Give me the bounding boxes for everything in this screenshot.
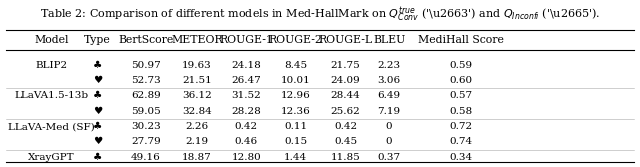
Text: 0.34: 0.34: [449, 153, 472, 162]
Text: 0.15: 0.15: [284, 137, 307, 146]
Text: BertScore: BertScore: [118, 35, 173, 45]
Text: 0.59: 0.59: [449, 61, 472, 70]
Text: 12.36: 12.36: [281, 107, 310, 116]
Text: 62.89: 62.89: [131, 91, 161, 100]
Text: 0.46: 0.46: [235, 137, 258, 146]
Text: 0: 0: [386, 137, 392, 146]
Text: 49.16: 49.16: [131, 153, 161, 162]
Text: 1.44: 1.44: [284, 153, 307, 162]
Text: Table 2: Comparison of different models in Med-HallMark on $Q_{Conv}^{true}$ ('\: Table 2: Comparison of different models …: [40, 5, 600, 24]
Text: MediHall Score: MediHall Score: [418, 35, 504, 45]
Text: 36.12: 36.12: [182, 91, 212, 100]
Text: ♥: ♥: [93, 76, 102, 85]
Text: 11.85: 11.85: [331, 153, 360, 162]
Text: 0.57: 0.57: [449, 91, 472, 100]
Text: 10.01: 10.01: [281, 76, 310, 85]
Text: 0.72: 0.72: [449, 122, 472, 131]
Text: 27.79: 27.79: [131, 137, 161, 146]
Text: ♣: ♣: [93, 153, 102, 162]
Text: 32.84: 32.84: [182, 107, 212, 116]
Text: 59.05: 59.05: [131, 107, 161, 116]
Text: 31.52: 31.52: [232, 91, 261, 100]
Text: 0.45: 0.45: [334, 137, 357, 146]
Text: ♣: ♣: [93, 122, 102, 131]
Text: 0.74: 0.74: [449, 137, 472, 146]
Text: ROUGE-2: ROUGE-2: [269, 35, 323, 45]
Text: 26.47: 26.47: [232, 76, 261, 85]
Text: 28.44: 28.44: [331, 91, 360, 100]
Text: 2.26: 2.26: [186, 122, 209, 131]
Text: 0.60: 0.60: [449, 76, 472, 85]
Text: BLIP2: BLIP2: [35, 61, 67, 70]
Text: 2.23: 2.23: [378, 61, 401, 70]
Text: 3.06: 3.06: [378, 76, 401, 85]
Text: Type: Type: [84, 35, 111, 45]
Text: 8.45: 8.45: [284, 61, 307, 70]
Text: 12.96: 12.96: [281, 91, 310, 100]
Text: 12.80: 12.80: [232, 153, 261, 162]
Text: ROUGE-1: ROUGE-1: [220, 35, 273, 45]
Text: ♣: ♣: [93, 61, 102, 70]
Text: 18.87: 18.87: [182, 153, 212, 162]
Text: ♥: ♥: [93, 137, 102, 146]
Text: METEOR: METEOR: [172, 35, 223, 45]
Text: 0.58: 0.58: [449, 107, 472, 116]
Text: XrayGPT: XrayGPT: [28, 153, 74, 162]
Text: 50.97: 50.97: [131, 61, 161, 70]
Text: 0.42: 0.42: [334, 122, 357, 131]
Text: 2.19: 2.19: [186, 137, 209, 146]
Text: Model: Model: [34, 35, 68, 45]
Text: 25.62: 25.62: [331, 107, 360, 116]
Text: ROUGE-L: ROUGE-L: [319, 35, 372, 45]
Text: 30.23: 30.23: [131, 122, 161, 131]
Text: ♣: ♣: [93, 91, 102, 100]
Text: ♥: ♥: [93, 107, 102, 116]
Text: 28.28: 28.28: [232, 107, 261, 116]
Text: 24.18: 24.18: [232, 61, 261, 70]
Text: 21.75: 21.75: [331, 61, 360, 70]
Text: 6.49: 6.49: [378, 91, 401, 100]
Text: 21.51: 21.51: [182, 76, 212, 85]
Text: LLaVA1.5-13b: LLaVA1.5-13b: [14, 91, 88, 100]
Text: BLEU: BLEU: [373, 35, 405, 45]
Text: 24.09: 24.09: [331, 76, 360, 85]
Text: LLaVA-Med (SF): LLaVA-Med (SF): [8, 122, 95, 131]
Text: 19.63: 19.63: [182, 61, 212, 70]
Text: 52.73: 52.73: [131, 76, 161, 85]
Text: 0: 0: [386, 122, 392, 131]
Text: 0.37: 0.37: [378, 153, 401, 162]
Text: 0.11: 0.11: [284, 122, 307, 131]
Text: 0.42: 0.42: [235, 122, 258, 131]
Text: 7.19: 7.19: [378, 107, 401, 116]
